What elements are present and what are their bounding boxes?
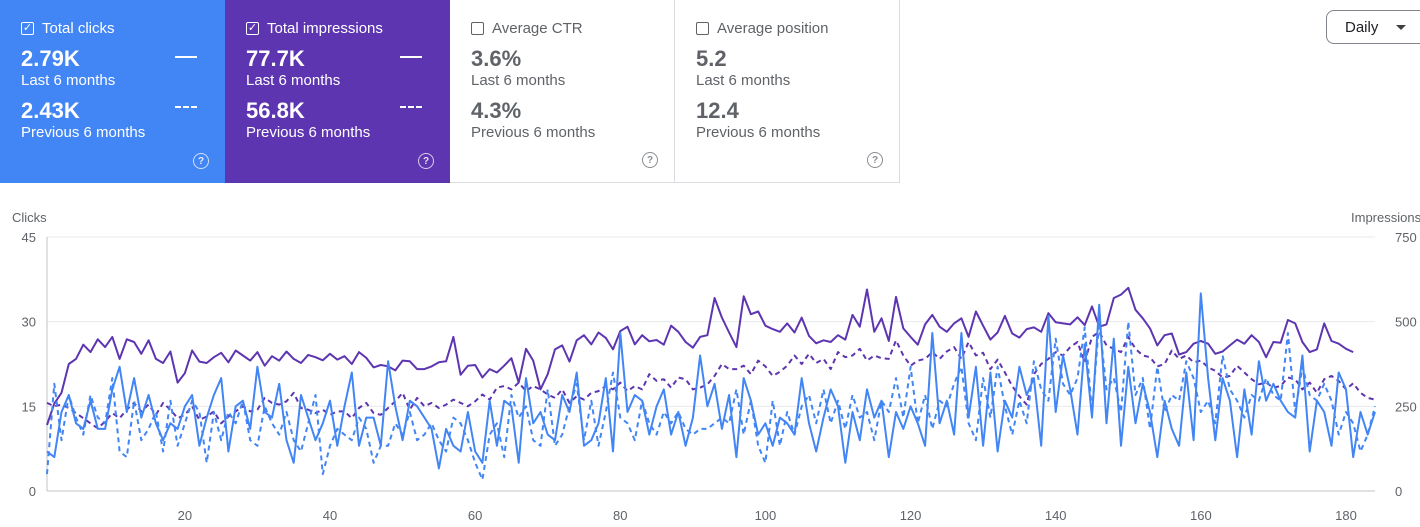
y-axis-left-title: Clicks: [12, 210, 47, 225]
chart-labels: Clicks Impressions 0 15 30 45 0 250 500 750 20 40 60…: [12, 210, 1420, 523]
series-line-clicks-current: [46, 292, 1376, 470]
solid-line-legend-icon: [175, 56, 197, 58]
metric-cards: ✓ Total clicks 2.79K Last 6 months 2.43K…: [0, 0, 900, 183]
period-current: Last 6 months: [696, 72, 791, 89]
card-total-clicks[interactable]: ✓ Total clicks 2.79K Last 6 months 2.43K…: [0, 0, 225, 183]
x-tick: 80: [613, 508, 627, 523]
card-label: Total clicks: [42, 19, 115, 37]
value-current: 3.6%: [471, 46, 522, 71]
granularity-selected: Daily: [1345, 18, 1379, 36]
caret-down-icon[interactable]: [1396, 25, 1406, 30]
x-tick: 160: [1190, 508, 1212, 523]
checkbox-icon[interactable]: ✓: [246, 21, 259, 35]
value-previous: 12.4: [696, 98, 739, 123]
card-average-position[interactable]: Average position 5.2 Last 6 months 12.4 …: [675, 0, 900, 183]
series-line-clicks-previous: [46, 320, 1376, 481]
value-current: 2.79K: [21, 46, 80, 71]
chart-series: [46, 286, 1376, 481]
card-total-impressions[interactable]: ✓ Total impressions 77.7K Last 6 months …: [225, 0, 450, 183]
granularity-dropdown[interactable]: Daily: [1326, 10, 1420, 44]
card-average-ctr[interactable]: Average CTR 3.6% Last 6 months 4.3% Prev…: [450, 0, 675, 183]
card-header[interactable]: Average CTR: [471, 18, 674, 38]
card-label: Average CTR: [492, 19, 583, 37]
value-current: 5.2: [696, 46, 727, 71]
y-tick-right: 500: [1395, 315, 1417, 330]
checkbox-icon[interactable]: ✓: [21, 21, 34, 35]
help-circle-icon[interactable]: ?: [193, 153, 209, 169]
period-previous: Previous 6 months: [696, 124, 821, 141]
y-tick-right: 250: [1395, 399, 1417, 414]
x-tick: 20: [178, 508, 192, 523]
value-previous: 56.8K: [246, 98, 305, 123]
solid-line-legend-icon: [400, 56, 422, 58]
card-label: Total impressions: [267, 19, 383, 37]
value-current: 77.7K: [246, 46, 305, 71]
x-tick: 180: [1335, 508, 1357, 523]
x-tick: 60: [468, 508, 482, 523]
period-current: Last 6 months: [471, 72, 566, 89]
checkbox-icon[interactable]: [696, 21, 709, 35]
y-tick-right: 0: [1395, 484, 1402, 499]
y-axis-right-title: Impressions: [1351, 210, 1420, 225]
y-tick-left: 30: [22, 315, 36, 330]
help-circle-icon[interactable]: ?: [642, 152, 658, 168]
value-previous: 4.3%: [471, 98, 522, 123]
card-header[interactable]: ✓ Total clicks: [21, 18, 225, 38]
y-tick-left: 0: [29, 484, 36, 499]
checkbox-icon[interactable]: [471, 21, 484, 35]
period-previous: Previous 6 months: [21, 124, 146, 141]
y-tick-left: 45: [22, 230, 36, 245]
chart-grid: [46, 236, 1375, 492]
card-header[interactable]: ✓ Total impressions: [246, 18, 450, 38]
card-label: Average position: [717, 19, 829, 37]
help-circle-icon[interactable]: ?: [867, 152, 883, 168]
series-line-impressions-current: [46, 286, 1354, 426]
y-tick-left: 15: [22, 399, 36, 414]
dashed-line-legend-icon: [400, 106, 422, 108]
period-current: Last 6 months: [21, 72, 116, 89]
value-previous: 2.43K: [21, 98, 80, 123]
x-tick: 40: [323, 508, 337, 523]
y-tick-right: 750: [1395, 230, 1417, 245]
period-current: Last 6 months: [246, 72, 341, 89]
x-tick: 140: [1045, 508, 1067, 523]
card-header[interactable]: Average position: [696, 18, 899, 38]
period-previous: Previous 6 months: [471, 124, 596, 141]
x-tick: 100: [755, 508, 777, 523]
help-circle-icon[interactable]: ?: [418, 153, 434, 169]
performance-chart: Clicks Impressions 0 15 30 45 0 250 500 750 20 40 60…: [12, 210, 1420, 523]
period-previous: Previous 6 months: [246, 124, 371, 141]
dashed-line-legend-icon: [175, 106, 197, 108]
x-tick: 120: [900, 508, 922, 523]
series-line-impressions-previous: [46, 330, 1376, 430]
